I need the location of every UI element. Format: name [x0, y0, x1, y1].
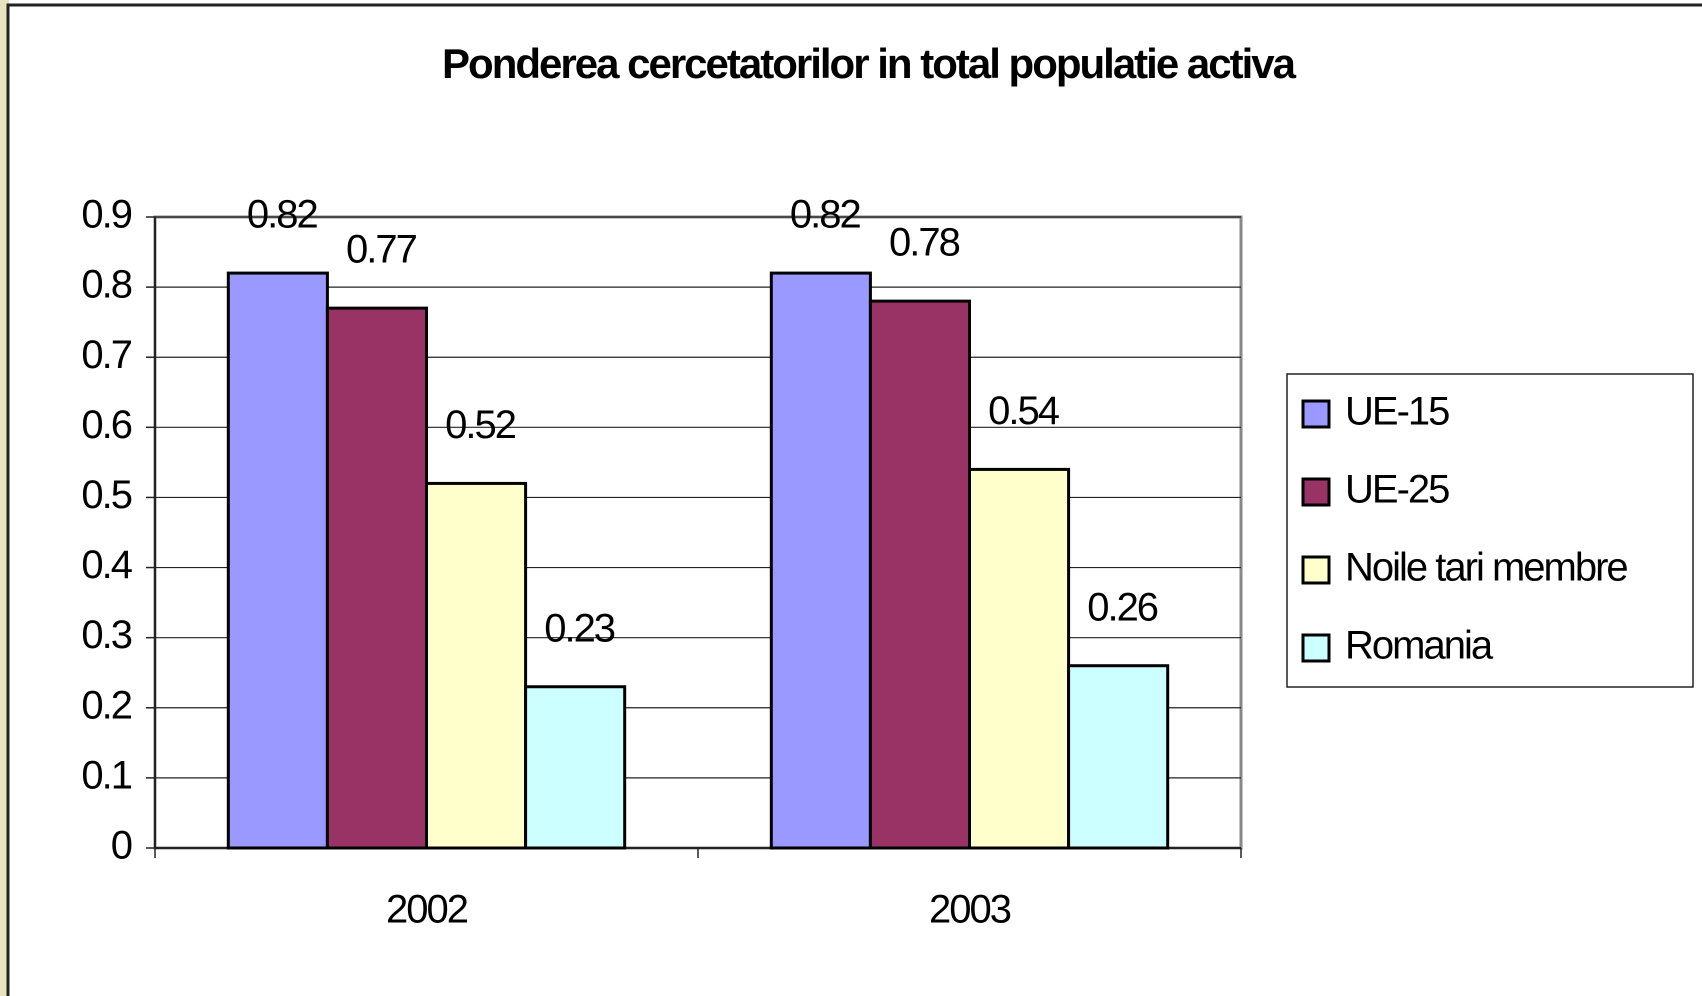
bar — [1067, 664, 1170, 850]
frame — [6, 3, 1702, 996]
bar — [769, 271, 872, 850]
y-tick-label: 0 — [111, 824, 132, 868]
legend-swatch — [1301, 633, 1331, 663]
data-label: 0.52 — [445, 403, 516, 447]
legend-label: UE-25 — [1345, 468, 1449, 512]
legend-swatch — [1301, 555, 1331, 585]
data-label: 0.26 — [1087, 585, 1158, 629]
data-label: 0.78 — [889, 221, 960, 265]
legend-swatch — [1301, 477, 1331, 507]
bar — [968, 467, 1071, 850]
chart-title: Ponderea cercetatorilor in total populat… — [442, 40, 1297, 87]
legend-box — [1286, 373, 1694, 688]
bar — [524, 685, 627, 850]
y-tick-label: 0.8 — [81, 263, 131, 307]
legend-label: Romania — [1345, 624, 1494, 668]
y-tick-label: 0.5 — [81, 473, 131, 517]
y-tick-label: 0.7 — [81, 333, 131, 377]
data-label: 0.82 — [247, 193, 318, 237]
y-tick-label: 0.3 — [81, 613, 131, 657]
left-strip — [0, 0, 9, 996]
x-tick-label: 2002 — [386, 888, 468, 932]
y-tick-label: 0.1 — [81, 753, 131, 797]
bar — [226, 271, 329, 850]
bar — [425, 481, 528, 850]
legend-label: UE-15 — [1345, 390, 1449, 434]
y-tick-label: 0.2 — [81, 683, 131, 727]
data-label: 0.54 — [988, 389, 1060, 433]
bar — [325, 306, 428, 850]
data-label: 0.23 — [544, 606, 615, 650]
y-tick-label: 0.9 — [81, 193, 131, 237]
data-label: 0.77 — [346, 228, 417, 272]
bar — [868, 299, 972, 850]
y-tick-label: 0.6 — [81, 403, 131, 447]
x-tick-label: 2003 — [929, 888, 1011, 932]
data-label: 0.82 — [790, 193, 861, 237]
y-tick-label: 0.4 — [81, 543, 132, 587]
legend-label: Noile tari membre — [1345, 546, 1627, 590]
legend-swatch — [1301, 399, 1331, 429]
